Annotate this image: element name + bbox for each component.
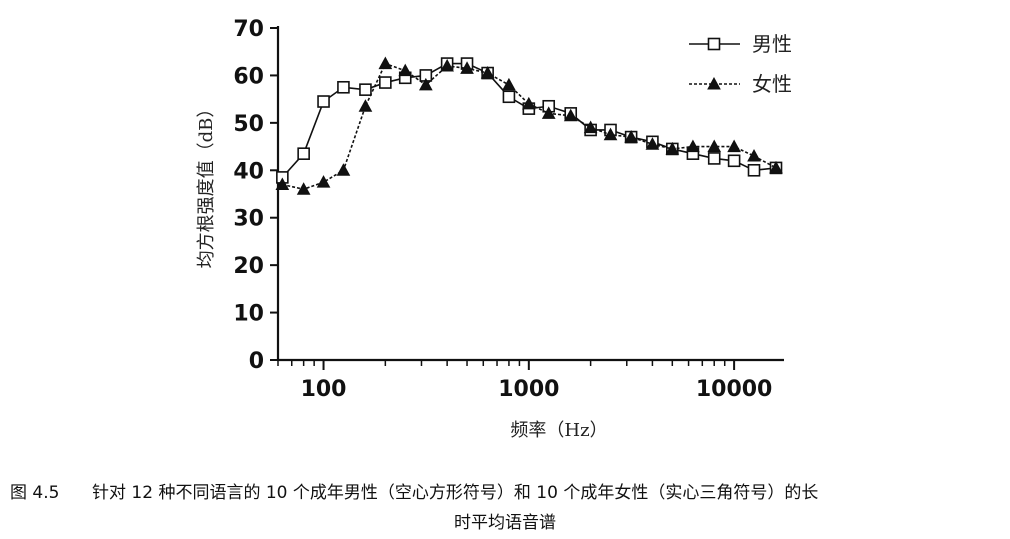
data-point	[359, 83, 372, 96]
data-point	[378, 56, 393, 70]
data-point	[379, 76, 392, 89]
x-tick-label: 100	[301, 377, 347, 402]
data-point	[358, 99, 373, 112]
data-point	[275, 177, 290, 191]
series-line	[282, 62, 777, 191]
data-point	[541, 106, 556, 119]
data-point	[480, 66, 495, 79]
data-point	[727, 154, 741, 168]
data-point	[502, 77, 516, 91]
data-point	[727, 139, 741, 153]
x-tick-label: 10000	[696, 377, 773, 402]
legend-marker	[707, 37, 721, 51]
caption-line-2: 时平均语音谱	[454, 513, 556, 533]
data-point	[297, 147, 310, 160]
figure-label: 图 4.5	[10, 483, 60, 503]
data-point	[707, 139, 722, 153]
data-point	[769, 160, 783, 174]
legend-marker	[707, 76, 721, 90]
y-tick-label: 50	[233, 112, 264, 137]
data-point	[521, 96, 536, 110]
y-tick-label: 30	[233, 207, 264, 232]
data-point	[583, 120, 598, 134]
y-tick-label: 10	[233, 302, 264, 327]
data-point	[665, 141, 680, 155]
data-point	[336, 163, 351, 176]
data-point	[603, 127, 618, 141]
series-female	[275, 56, 783, 195]
y-tick-label: 40	[233, 159, 264, 184]
y-tick-label: 0	[249, 349, 264, 374]
data-point	[398, 63, 413, 77]
data-point	[316, 175, 331, 188]
data-point	[624, 130, 638, 143]
series-male	[276, 57, 783, 184]
caption-text-1: 针对 12 种不同语言的 10 个成年男性（空心方形符号）和 10 个成年女性（…	[92, 483, 819, 503]
data-point	[645, 137, 660, 150]
y-tick-label: 60	[233, 64, 264, 89]
x-axis-title: 频率（Hz）	[510, 420, 607, 441]
legend-label: 女性	[752, 72, 792, 96]
data-point	[440, 58, 454, 72]
y-tick-label: 20	[233, 254, 264, 279]
data-point	[460, 61, 474, 74]
chart: 0 10 20 30 40 50 60 70 100 1000 10000 频率（Hz） 均方根强度值（…	[196, 17, 792, 441]
data-point	[747, 149, 761, 162]
data-point	[707, 152, 721, 165]
chart-axes: 0 10 20 30 40 50 60 70 100 1000 10000 频率（Hz） 均方根强度值（…	[196, 17, 784, 441]
legend-label: 男性	[752, 32, 792, 56]
data-point	[502, 90, 516, 104]
data-point	[747, 163, 761, 177]
data-point	[337, 80, 350, 94]
data-point	[296, 182, 311, 195]
data-point	[317, 95, 330, 108]
data-point	[418, 77, 433, 91]
caption-line-1: 图 4.5 针对 12 种不同语言的 10 个成年男性（空心方形符号）和 10 个…	[10, 478, 818, 503]
series-line	[281, 62, 777, 178]
y-axis-title: 均方根强度值（dB）	[196, 100, 217, 269]
y-tick-label: 70	[233, 17, 264, 42]
data-point	[686, 139, 700, 153]
x-tick-label: 1000	[498, 377, 559, 402]
chart-series-layer	[275, 56, 783, 195]
data-point	[563, 108, 578, 122]
